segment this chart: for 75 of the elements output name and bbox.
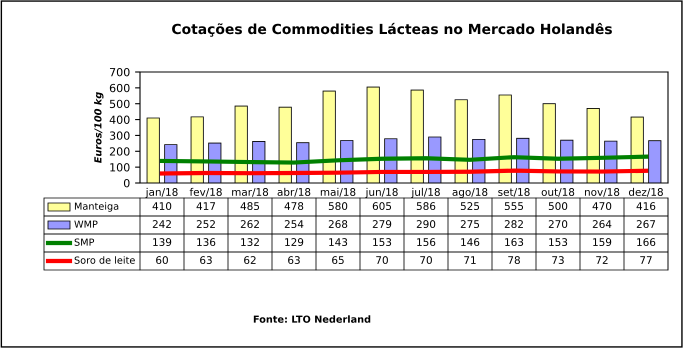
data-label: 470 bbox=[592, 202, 612, 210]
data-label: 270 bbox=[548, 220, 568, 228]
data-label: 166 bbox=[637, 238, 656, 246]
data-label: 70 bbox=[420, 256, 432, 264]
data-label: 279 bbox=[372, 220, 392, 228]
data-label: 72 bbox=[596, 256, 608, 264]
y-tick-label: 600 bbox=[110, 84, 130, 92]
x-tick-label: abr/18 bbox=[278, 188, 310, 197]
data-label: 60 bbox=[156, 256, 168, 264]
y-axis-title: Euros/100 kg bbox=[94, 92, 104, 164]
data-label: 242 bbox=[152, 220, 171, 228]
data-label: 500 bbox=[548, 202, 568, 210]
x-tick-label: ago/18 bbox=[452, 188, 488, 198]
data-label: 252 bbox=[196, 220, 215, 228]
data-label: 136 bbox=[197, 238, 216, 246]
data-label: 417 bbox=[196, 202, 216, 210]
data-label: 129 bbox=[285, 238, 304, 246]
data-label: 159 bbox=[593, 238, 612, 246]
legend-label: Manteiga bbox=[74, 202, 118, 212]
y-tick-label: 0 bbox=[124, 178, 130, 188]
data-label: 485 bbox=[240, 202, 260, 210]
data-label: 416 bbox=[636, 202, 656, 210]
data-label: 156 bbox=[417, 238, 436, 246]
legend-label: WMP bbox=[74, 220, 98, 228]
data-label: 73 bbox=[552, 256, 564, 264]
data-label: 254 bbox=[284, 220, 304, 228]
data-label: 70 bbox=[376, 256, 388, 264]
data-label: 153 bbox=[373, 238, 392, 246]
data-label: 71 bbox=[464, 256, 476, 264]
y-tick-label: 300 bbox=[110, 131, 130, 140]
data-label: 282 bbox=[504, 220, 523, 228]
data-label: 77 bbox=[640, 256, 652, 264]
x-tick-label: mar/18 bbox=[232, 188, 268, 197]
data-label: 262 bbox=[240, 220, 259, 228]
x-tick-label: jan/18 bbox=[145, 188, 178, 198]
data-label: 63 bbox=[288, 256, 300, 264]
x-tick-label: jul/18 bbox=[411, 188, 440, 198]
legend-label: SMP bbox=[74, 238, 94, 246]
x-tick-label: jun/18 bbox=[365, 188, 398, 198]
data-label: 410 bbox=[152, 202, 172, 210]
source-note: Fonte: LTO Nederland bbox=[254, 315, 370, 323]
data-label: 605 bbox=[372, 202, 392, 210]
data-label: 264 bbox=[592, 220, 612, 228]
y-tick-label: 700 bbox=[110, 68, 130, 76]
y-tick-label: 200 bbox=[110, 147, 130, 156]
y-tick-label: 100 bbox=[110, 163, 130, 172]
data-label: 268 bbox=[328, 220, 348, 228]
x-tick-label: dez/18 bbox=[628, 188, 663, 197]
data-label: 153 bbox=[549, 238, 568, 246]
data-label: 143 bbox=[329, 238, 348, 246]
data-label: 65 bbox=[332, 256, 344, 264]
x-tick-label: out/18 bbox=[542, 188, 574, 197]
data-label: 62 bbox=[244, 256, 256, 264]
data-label: 525 bbox=[460, 202, 480, 210]
data-label: 163 bbox=[505, 238, 524, 246]
data-label: 132 bbox=[241, 238, 259, 246]
data-label: 580 bbox=[328, 202, 348, 210]
x-tick-label: mai/18 bbox=[320, 188, 356, 197]
data-label: 290 bbox=[416, 220, 436, 228]
data-label: 478 bbox=[284, 202, 304, 210]
data-label: 78 bbox=[508, 256, 520, 264]
data-label: 139 bbox=[153, 238, 172, 246]
legend-label: Soro de leite bbox=[74, 256, 135, 264]
y-tick-label: 400 bbox=[110, 116, 130, 124]
data-label: 275 bbox=[460, 220, 480, 228]
x-tick-label: fev/18 bbox=[190, 188, 222, 197]
y-tick-label: 500 bbox=[110, 100, 130, 108]
data-label: 63 bbox=[200, 256, 212, 264]
chart-title: Cotações de Commodities Lácteas no Mercado Holandês bbox=[172, 22, 612, 37]
data-label: 586 bbox=[416, 202, 436, 210]
x-tick-label: set/18 bbox=[498, 188, 530, 197]
data-label: 146 bbox=[461, 238, 480, 246]
data-label: 555 bbox=[504, 202, 524, 210]
data-label: 267 bbox=[636, 220, 656, 228]
x-tick-label: nov/18 bbox=[584, 188, 620, 197]
